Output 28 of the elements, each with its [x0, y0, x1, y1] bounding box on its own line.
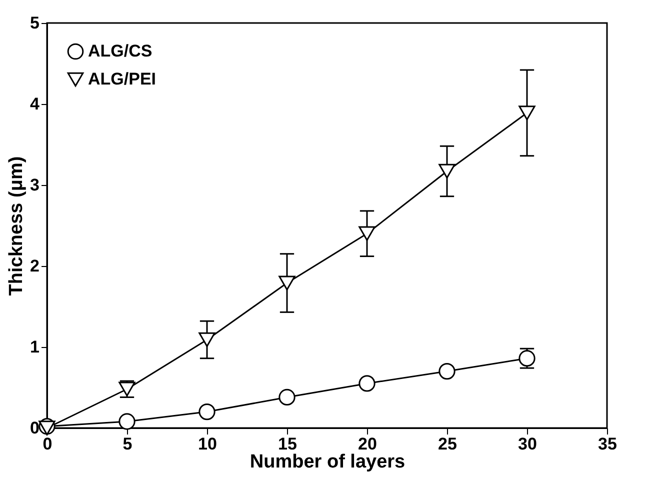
point	[278, 388, 296, 406]
point	[358, 226, 376, 241]
x-tick-label: 20	[358, 434, 377, 454]
x-tick-label: 0	[42, 434, 52, 454]
y-axis-title: Thickness (μm)	[6, 156, 28, 296]
y-tick-label: 2	[30, 256, 40, 276]
y-tick-label: 5	[30, 14, 40, 32]
point	[438, 164, 456, 179]
y-tick-label: 4	[30, 94, 40, 114]
point	[278, 276, 296, 290]
y-tick-label: 3	[30, 176, 40, 194]
legend-label: ALG/CS	[88, 42, 152, 60]
x-tick-label: 15	[278, 434, 297, 454]
x-tick-label: 30	[518, 434, 537, 454]
point	[198, 332, 216, 348]
point	[118, 413, 136, 430]
x-tick-label: 25	[438, 434, 457, 454]
point	[438, 362, 456, 380]
x-tick-label: 5	[122, 434, 132, 454]
y-tick-label: 1	[30, 338, 40, 356]
point	[518, 106, 536, 120]
x-tick-label: 35	[598, 434, 617, 454]
point	[358, 375, 376, 392]
point	[198, 403, 216, 420]
y-tick-label: 0	[30, 418, 40, 438]
x-axis-title: Number of layers	[250, 452, 406, 472]
x-tick-label: 10	[198, 434, 217, 454]
legend-label: ALG/PEI	[88, 70, 156, 88]
